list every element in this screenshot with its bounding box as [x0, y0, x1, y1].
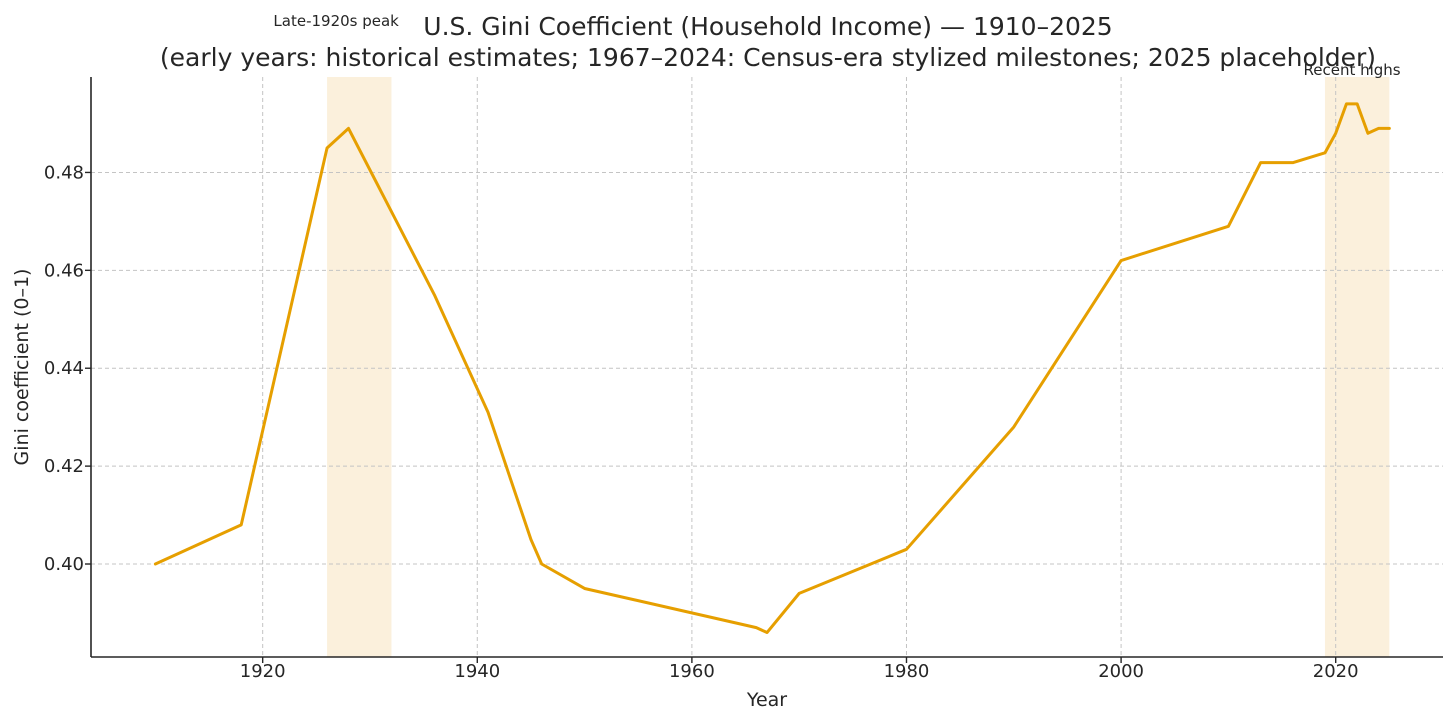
shaded-region-label: Recent highs: [1304, 61, 1401, 79]
annotation-layer: Late-1920s peak Recent highs: [273, 12, 1400, 79]
x-tick-label: 2020: [1313, 661, 1359, 682]
gini-series-line: [153, 102, 1391, 635]
chart-subtitle: (early years: historical estimates; 1967…: [159, 43, 1377, 72]
shaded-region: [1324, 77, 1390, 657]
y-tick-label: 0.40: [44, 554, 84, 575]
shaded-region: [327, 77, 392, 657]
x-tick-label: 1960: [669, 661, 715, 682]
series-layer: [153, 102, 1391, 635]
gridlines: [91, 77, 1443, 657]
x-axis-label: Year: [746, 689, 787, 711]
axes: [90, 77, 1443, 658]
y-tick-label: 0.44: [44, 358, 84, 379]
chart-title: U.S. Gini Coefficient (Household Income)…: [423, 12, 1113, 41]
x-tick-label: 1940: [454, 661, 500, 682]
shaded-region-label: Late-1920s peak: [273, 12, 399, 30]
x-tick-label: 1920: [240, 661, 286, 682]
x-tick-label: 2000: [1098, 661, 1144, 682]
y-tick-label: 0.42: [44, 456, 84, 477]
x-tick-label: 1980: [884, 661, 930, 682]
tick-layer: 1920 1940 1960 1980 2000 2020 0.40 0.42 0.44 0.46…: [44, 162, 1359, 682]
y-tick-label: 0.48: [44, 162, 84, 183]
y-tick-label: 0.46: [44, 260, 84, 281]
y-axis-label: Gini coefficient (0–1): [11, 269, 33, 466]
